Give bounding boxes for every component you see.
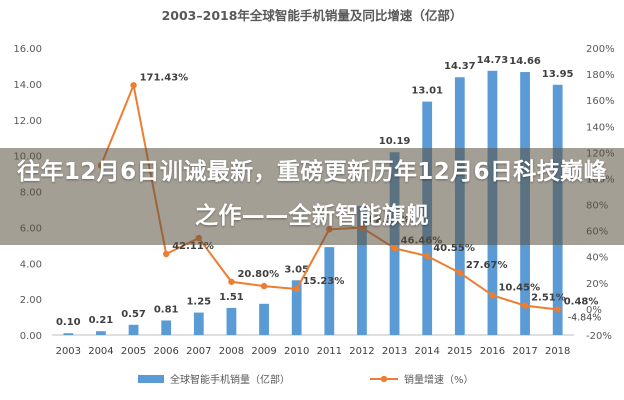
bar-data-label: 0.57 <box>121 309 146 320</box>
y-left-tick-label: 4.00 <box>20 259 42 270</box>
line-data-label: 15.23% <box>303 276 345 287</box>
bar <box>63 333 74 335</box>
y-left-tick-label: 0.00 <box>20 331 42 342</box>
y-left-tick-label: 12.00 <box>13 116 42 127</box>
x-tick-label: 2010 <box>284 346 309 357</box>
line-data-label: 2.51% <box>531 293 566 304</box>
bar <box>193 312 204 335</box>
growth-point <box>260 282 268 290</box>
bar-data-label: 1.51 <box>219 292 244 303</box>
legend-bar-swatch <box>138 375 164 383</box>
bar-data-label: 3.05 <box>284 264 309 275</box>
growth-point <box>521 302 529 309</box>
x-tick-label: 2007 <box>186 346 211 357</box>
line-data-label: 27.67% <box>466 260 508 271</box>
growth-point <box>293 285 300 293</box>
x-tick-label: 2003 <box>56 346 81 357</box>
line-data-label: 20.80% <box>237 269 279 280</box>
bar-data-label: 0.10 <box>56 317 81 328</box>
x-tick-label: 2004 <box>88 346 113 357</box>
bar-data-label: 14.37 <box>444 61 476 72</box>
x-tick-label: 2005 <box>121 346 146 357</box>
x-tick-label: 2008 <box>219 346 244 357</box>
x-tick-label: 2013 <box>382 346 407 357</box>
y-right-tick-label: 0% <box>586 305 602 316</box>
headline-banner <box>0 148 624 245</box>
legend-bar-label: 全球智能手机销量（亿部） <box>170 373 290 386</box>
y-right-tick-label: 180% <box>586 70 615 81</box>
growth-point <box>456 269 464 277</box>
legend-line-marker <box>380 375 388 383</box>
y-right-tick-label: 140% <box>586 122 615 133</box>
chart-title: 2003–2018年全球智能手机销量及同比增速（亿部） <box>162 8 463 23</box>
growth-point <box>554 306 561 313</box>
bar <box>96 331 106 335</box>
bar <box>357 205 367 335</box>
line-data-label: 42.11% <box>172 241 214 252</box>
bar <box>226 307 237 335</box>
bar-data-label: 13.95 <box>542 69 574 80</box>
line-data-label: 171.43% <box>140 72 189 83</box>
growth-point <box>391 245 398 252</box>
growth-point <box>162 250 170 258</box>
bar-data-label: 0.21 <box>89 315 114 326</box>
headline-text: 往年12月6日训诫最新，重磅更新历年12月6日科技巅峰之作——全新智能旗舰 <box>17 159 607 229</box>
bar-data-label: 14.73 <box>477 55 509 66</box>
x-tick-label: 2016 <box>480 346 505 357</box>
x-tick-label: 2006 <box>153 346 178 357</box>
y-left-tick-label: 2.00 <box>20 295 42 306</box>
growth-point <box>228 278 235 285</box>
line-data-label: 0.48% <box>564 297 599 308</box>
bar <box>324 247 335 335</box>
y-left-tick-label: 16.00 <box>13 44 42 55</box>
x-tick-label: 2014 <box>414 346 439 357</box>
bar-data-label: 0.81 <box>154 304 179 315</box>
bar <box>128 324 139 335</box>
y-right-tick-label: 160% <box>586 96 615 107</box>
line-data-label: 40.55% <box>433 243 475 254</box>
bar <box>291 280 302 335</box>
bar-data-label: 10.19 <box>379 136 411 147</box>
x-tick-label: 2011 <box>317 346 342 357</box>
x-tick-label: 2009 <box>251 346 276 357</box>
legend-line-label: 销量增速（%） <box>404 373 474 386</box>
bar-data-label: 14.66 <box>509 56 541 67</box>
bar-data-label: 1.25 <box>186 297 211 308</box>
y-right-tick-label: -20% <box>586 331 612 342</box>
x-tick-label: 2015 <box>447 346 472 357</box>
y-right-tick-label: 200% <box>586 44 615 55</box>
x-tick-label: 2012 <box>349 346 374 357</box>
x-tick-label: 2018 <box>545 346 570 357</box>
growth-point <box>130 82 137 89</box>
line-data-label: 10.45% <box>498 282 540 293</box>
bar-data-label: 13.01 <box>411 86 443 97</box>
y-right-tick-label: 40% <box>586 253 608 264</box>
growth-point <box>423 252 431 260</box>
line-extra-label: -4.84% <box>568 313 602 324</box>
bar <box>259 303 269 335</box>
y-right-tick-label: 20% <box>586 279 608 290</box>
y-left-tick-label: 14.00 <box>13 80 42 91</box>
x-tick-label: 2017 <box>512 346 537 357</box>
bar <box>161 320 172 335</box>
growth-point <box>489 292 496 299</box>
